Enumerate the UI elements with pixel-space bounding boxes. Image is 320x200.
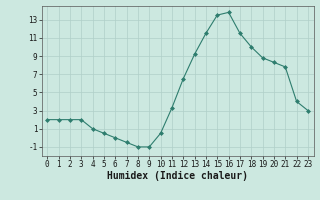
X-axis label: Humidex (Indice chaleur): Humidex (Indice chaleur): [107, 171, 248, 181]
